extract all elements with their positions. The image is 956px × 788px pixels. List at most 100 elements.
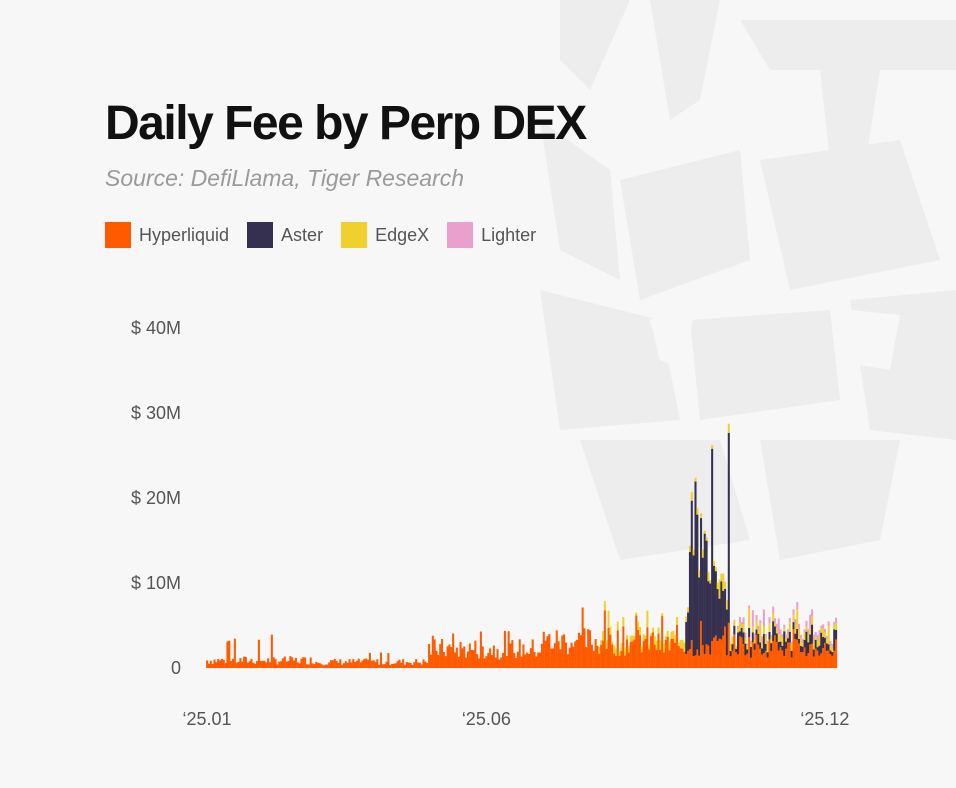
legend-label-lighter: Lighter: [481, 224, 537, 245]
bar-segment-hyperliquid: [455, 647, 458, 668]
bar-segment-aster: [729, 650, 732, 657]
bar-segment-hyperliquid: [785, 648, 788, 668]
bar-segment-hyperliquid: [820, 653, 823, 668]
bar-segment-lighter: [770, 635, 773, 638]
bar-segment-aster: [831, 652, 834, 656]
bar-segment-hyperliquid: [592, 651, 595, 668]
bar-segment-lighter: [798, 623, 801, 630]
bar-segment-edgex: [635, 612, 638, 616]
bar-segment-aster: [714, 571, 717, 636]
bar-segment-aster: [811, 624, 814, 644]
bar-segment-hyperliquid: [337, 662, 340, 668]
bar-segment-hyperliquid: [598, 653, 601, 668]
bar-segment-edgex: [616, 621, 619, 631]
bar-segment-hyperliquid: [788, 642, 791, 668]
bar-segment-hyperliquid: [714, 635, 717, 668]
bar-segment-hyperliquid: [324, 664, 327, 668]
bar-segment-hyperliquid: [812, 656, 815, 668]
bar-segment-edgex: [748, 608, 751, 628]
bar-segment-hyperliquid: [318, 663, 321, 668]
bar-segment-aster: [827, 644, 830, 651]
bar-segment-hyperliquid: [418, 662, 421, 668]
bar-segment-hyperliquid: [230, 661, 233, 668]
bar-segment-hyperliquid: [590, 644, 593, 668]
bar-segment-lighter: [835, 617, 838, 624]
bar-segment-hyperliquid: [483, 658, 486, 668]
y-tick-label: $ 10M: [131, 573, 181, 593]
bar-segment-hyperliquid: [516, 651, 519, 668]
bar-segment-edgex: [805, 626, 808, 632]
bar-segment-lighter: [786, 629, 790, 635]
bar-segment-lighter: [768, 617, 771, 624]
bar-segment-aster: [777, 642, 780, 651]
bar-segment-aster: [692, 555, 695, 657]
bar-segment-aster: [688, 552, 691, 650]
bar-segment-edgex: [714, 567, 717, 572]
bar-segment-hyperliquid: [681, 648, 684, 668]
bar-segment-hyperliquid: [635, 615, 638, 668]
bar-segment-hyperliquid: [285, 661, 288, 668]
bar-segment-lighter: [772, 606, 775, 614]
bar-segment-edgex: [705, 536, 708, 541]
bar-segment-hyperliquid: [663, 652, 666, 668]
bar-segment-aster: [751, 632, 754, 642]
bar-segment-edgex: [622, 617, 625, 627]
bar-segment-hyperliquid: [361, 660, 364, 668]
bar-segment-lighter: [833, 621, 836, 625]
bar-segment-lighter: [822, 624, 825, 629]
bar-segment-hyperliquid: [348, 659, 351, 668]
bar-segment-hyperliquid: [786, 642, 790, 668]
bar-segment-lighter: [748, 605, 751, 609]
bar-segment-lighter: [766, 641, 769, 645]
bar-segment-hyperliquid: [357, 658, 360, 668]
bar-segment-aster: [768, 631, 771, 640]
legend-item-aster: Aster: [247, 222, 323, 248]
bar-segment-lighter: [749, 641, 753, 645]
bar-segment-edgex: [735, 645, 738, 649]
bar-segment-aster: [772, 621, 775, 641]
bar-segment-hyperliquid: [811, 643, 814, 668]
bar-segment-hyperliquid: [268, 662, 272, 668]
bar-segment-edgex: [663, 643, 666, 653]
bar-segment-aster: [733, 625, 736, 635]
bar-segment-aster: [835, 629, 838, 640]
legend: Hyperliquid Aster EdgeX Lighter: [105, 222, 554, 248]
bar-segment-edgex: [646, 610, 649, 628]
bar-segment-hyperliquid: [777, 650, 780, 668]
bar-segment-edgex: [624, 647, 627, 656]
bar-segment-hyperliquid: [529, 648, 532, 668]
bar-segment-hyperliquid: [746, 653, 749, 668]
bar-segment-hyperliquid: [661, 616, 664, 668]
bar-segment-hyperliquid: [241, 661, 244, 668]
bar-segment-hyperliquid: [441, 638, 444, 668]
bar-segment-hyperliquid: [712, 637, 716, 668]
bar-segment-hyperliquid: [520, 656, 523, 668]
bar-segment-hyperliquid: [614, 655, 617, 668]
bar-segment-hyperliquid: [470, 649, 473, 668]
bar-segment-hyperliquid: [655, 649, 658, 668]
bar-segment-hyperliquid: [298, 663, 301, 668]
bar-segment-hyperliquid: [283, 656, 286, 668]
bar-segment-hyperliquid: [515, 658, 518, 668]
bar-segment-hyperliquid: [629, 641, 632, 668]
bar-segment-hyperliquid: [509, 643, 512, 668]
bar-segment-edgex: [653, 636, 656, 645]
bar-segment-lighter: [785, 634, 788, 639]
bar-segment-hyperliquid: [274, 659, 277, 668]
bar-segment-hyperliquid: [814, 648, 817, 668]
bar-segment-hyperliquid: [703, 654, 706, 668]
bar-segment-hyperliquid: [435, 650, 438, 668]
bar-segment-hyperliquid: [737, 654, 740, 668]
bar-segment-hyperliquid: [753, 649, 756, 668]
bar-segment-hyperliquid: [378, 664, 381, 668]
bar-segment-hyperliquid: [779, 647, 782, 668]
bar-segment-hyperliquid: [461, 648, 464, 668]
bar-segment-edgex: [609, 626, 612, 635]
bar-segment-aster: [829, 650, 832, 655]
bar-segment-hyperliquid: [620, 650, 623, 668]
bar-segment-hyperliquid: [276, 664, 279, 668]
bar-segment-lighter: [762, 609, 765, 626]
bar-segment-hyperliquid: [553, 643, 556, 668]
legend-swatch-edgex: [341, 222, 368, 248]
bar-segment-hyperliquid: [476, 654, 479, 668]
